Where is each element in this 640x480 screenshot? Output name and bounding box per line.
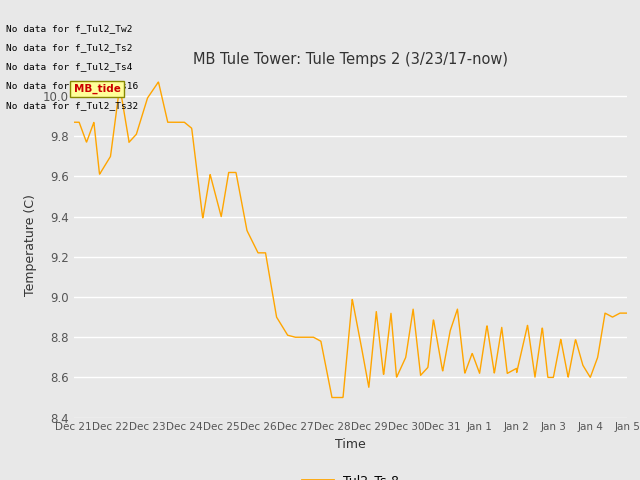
Text: No data for f_Tul2_Ts2: No data for f_Tul2_Ts2 <box>6 43 133 52</box>
Y-axis label: Temperature (C): Temperature (C) <box>24 194 37 296</box>
Legend: Tul2_Ts-8: Tul2_Ts-8 <box>297 469 404 480</box>
Title: MB Tule Tower: Tule Temps 2 (3/23/17-now): MB Tule Tower: Tule Temps 2 (3/23/17-now… <box>193 52 508 67</box>
Text: No data for f_Tul2_Ts16: No data for f_Tul2_Ts16 <box>6 82 139 91</box>
Text: MB_tide: MB_tide <box>74 84 120 94</box>
Text: No data for f_Tul2_Ts4: No data for f_Tul2_Ts4 <box>6 62 133 72</box>
Text: No data for f_Tul2_Ts32: No data for f_Tul2_Ts32 <box>6 101 139 110</box>
X-axis label: Time: Time <box>335 438 366 451</box>
Text: No data for f_Tul2_Tw2: No data for f_Tul2_Tw2 <box>6 24 133 33</box>
